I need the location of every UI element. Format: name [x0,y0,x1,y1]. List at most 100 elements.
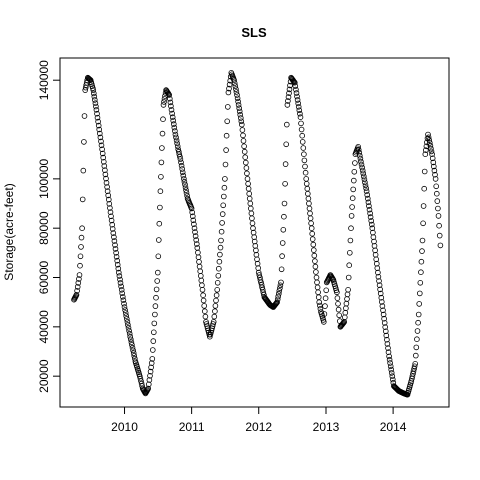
data-point [346,262,353,269]
data-point [244,170,250,177]
data-point [80,167,87,174]
data-point [102,167,108,174]
data-point [312,258,318,264]
data-point [125,324,132,331]
data-point [246,195,253,202]
data-point [107,205,113,211]
data-point [306,205,313,212]
data-point [282,181,288,187]
data-point [160,102,167,108]
data-point [222,161,229,168]
data-point [276,288,283,294]
data-point [433,183,440,190]
data-point [109,221,115,228]
data-point [273,300,280,306]
data-point [311,252,318,259]
x-axis: 2010 2011 2012 2013 2014 [111,406,407,434]
data-point [424,135,431,142]
data-point [293,90,300,96]
data-point [297,114,304,120]
data-point [308,225,315,232]
data-point [217,251,223,258]
data-point [218,228,225,235]
data-point [359,167,366,174]
data-point [219,220,225,226]
data-point [191,225,198,232]
data-point [363,188,370,195]
data-point [317,305,324,312]
data-point [128,339,135,346]
data-point [170,117,177,124]
data-point [316,302,323,309]
data-point [283,121,290,128]
data-point [130,347,136,354]
data-point [174,140,180,147]
x-tick-label: 2013 [313,420,340,434]
data-point [307,215,314,222]
data-point [248,210,255,217]
data-point [181,176,187,182]
data-point [346,250,353,256]
data-point [234,95,241,102]
data-point [350,177,357,184]
data-point [181,178,188,185]
data-point [196,263,203,270]
data-point [352,160,358,166]
data-point [221,184,228,191]
data-point [358,158,364,165]
data-point [307,210,313,217]
data-point [149,356,156,362]
data-point [243,165,250,171]
data-point [169,114,176,120]
data-point [101,159,107,165]
data-point [315,294,322,301]
data-point [336,312,343,319]
data-point [245,185,252,192]
data-point [309,236,316,242]
data-point [303,176,310,182]
data-point [150,338,157,344]
data-point [158,159,165,166]
data-point [364,195,371,202]
data-point [275,293,282,300]
data-point [297,110,303,117]
data-point [156,237,162,243]
data-point [334,295,341,301]
data-point [190,217,197,224]
data-point [302,163,308,170]
data-point [131,353,138,359]
data-point [213,297,219,304]
data-point [182,184,189,191]
data-point [335,300,341,307]
data-point [294,93,300,100]
data-point [226,81,233,88]
data-point [152,303,159,309]
data-point [231,80,238,86]
data-point [275,290,282,297]
data-point [295,100,302,107]
data-point [159,130,166,137]
data-point [291,79,298,86]
data-point [191,221,197,228]
data-point [126,327,132,334]
data-point [349,204,355,210]
data-point [366,206,373,213]
data-point [202,308,208,315]
data-point [157,204,163,211]
data-point [200,292,206,299]
data-point [238,115,244,121]
data-point [433,190,440,197]
data-point [99,150,106,157]
data-point [287,82,293,89]
data-point [223,132,230,139]
data-point [242,154,249,161]
data-point [154,278,161,284]
data-point [283,141,290,148]
data-point [213,292,220,299]
data-point [167,99,174,106]
data-point [91,93,98,100]
data-point [415,311,422,318]
data-point [212,308,218,315]
data-point [299,132,306,139]
